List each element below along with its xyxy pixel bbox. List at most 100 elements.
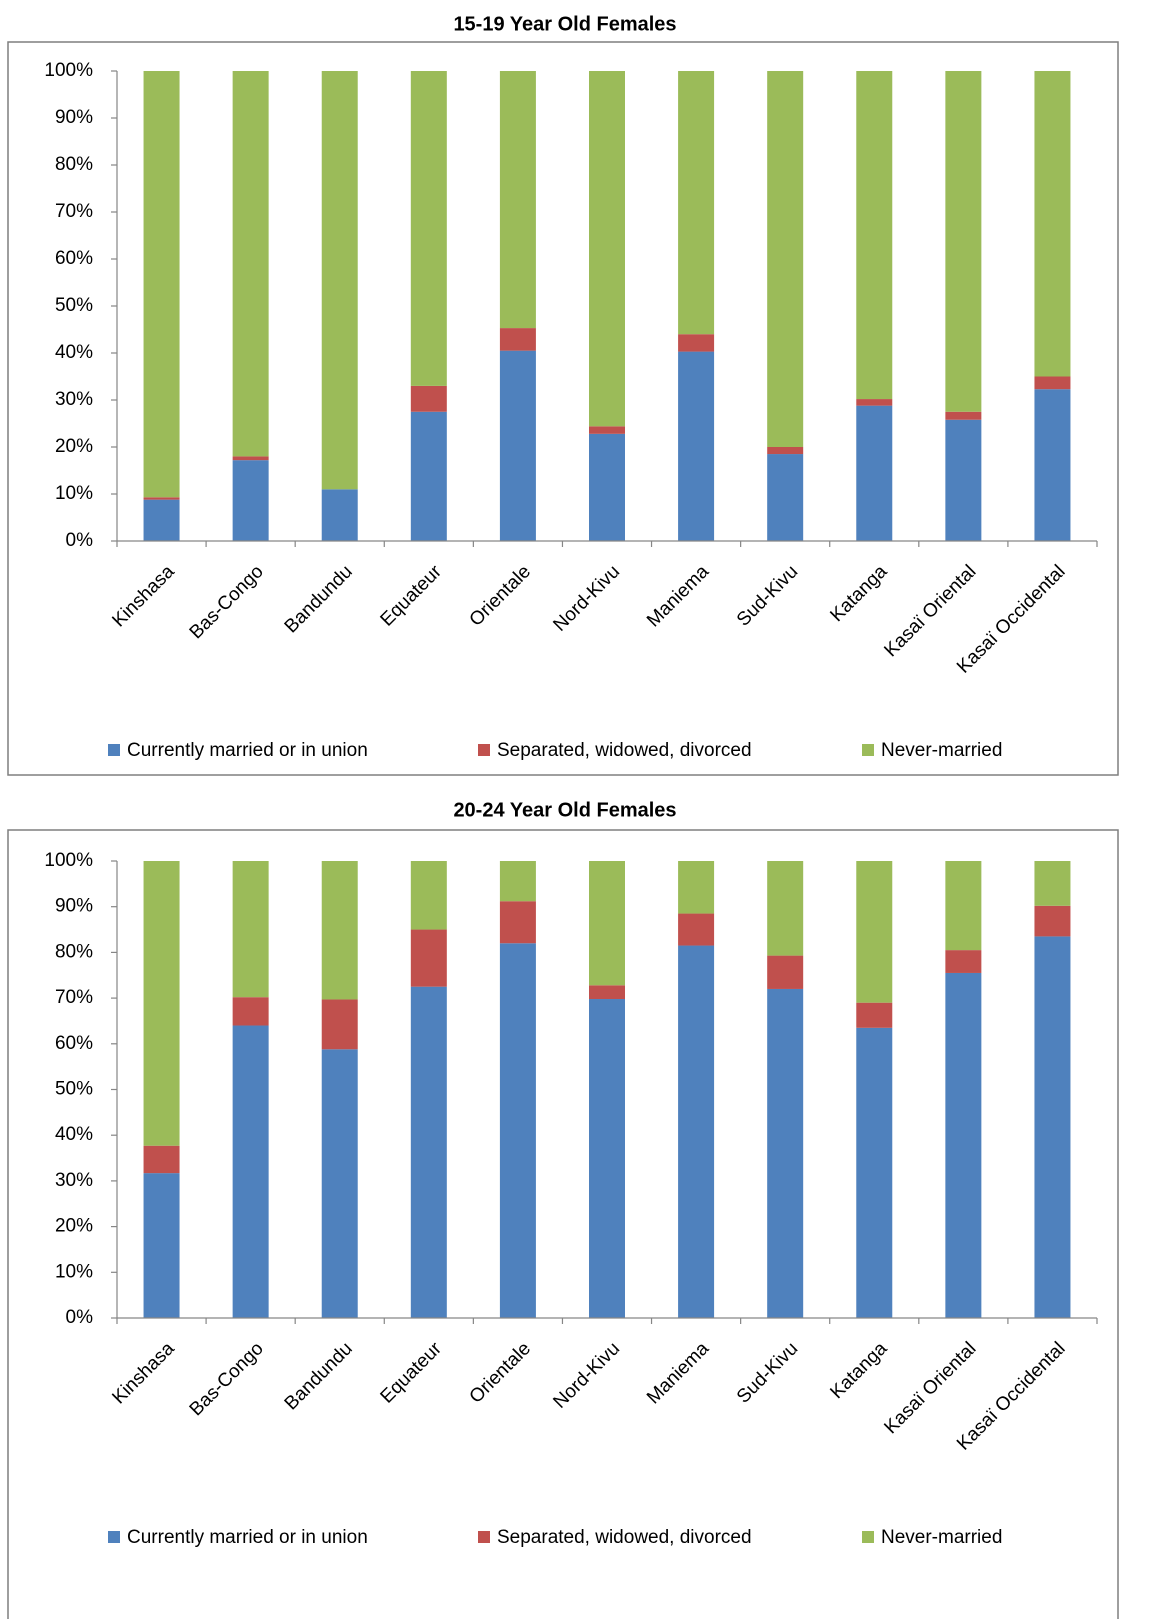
x-tick-label: Kinshasa	[109, 1338, 179, 1408]
bar-segment	[767, 861, 804, 956]
bar-segment	[767, 447, 804, 455]
y-tick-label: 100%	[44, 850, 93, 871]
bar-segment	[1034, 389, 1071, 541]
bar-segment	[678, 861, 715, 914]
bar-segment	[321, 999, 358, 1050]
bar-segment	[767, 454, 804, 541]
bar-segment	[232, 71, 269, 457]
bar-segment	[589, 426, 625, 434]
bar-segment	[232, 1025, 269, 1318]
bar-segment	[232, 861, 269, 998]
x-tick-label: Equateur	[377, 561, 447, 631]
x-tick-label: Kasaï Oriental	[880, 561, 980, 661]
chart-title: 20-24 Year Old Females	[453, 799, 676, 821]
bar-segment	[232, 997, 269, 1026]
legend-swatch	[862, 744, 874, 756]
legend-label: Currently married or in union	[127, 1527, 368, 1548]
bar-segment	[856, 1002, 893, 1028]
y-tick-label: 70%	[55, 987, 93, 1008]
y-tick-label: 0%	[66, 1307, 94, 1328]
bar-segment	[678, 945, 715, 1318]
bar-segment	[589, 999, 625, 1318]
bar-segment	[232, 460, 269, 541]
bar-segment	[410, 929, 447, 987]
bar-segment	[678, 334, 715, 352]
bar-segment	[856, 399, 893, 406]
bar-segment	[589, 985, 625, 1000]
x-tick-label: Orientale	[466, 561, 535, 630]
bar-segment	[589, 71, 625, 427]
bar-segment	[499, 328, 536, 351]
bar-segment	[678, 913, 715, 946]
y-tick-label: 40%	[55, 1124, 93, 1145]
legend-label: Never-married	[881, 740, 1002, 761]
y-tick-label: 60%	[55, 248, 93, 269]
bar-segment	[321, 1049, 358, 1318]
legend-label: Currently married or in union	[127, 740, 368, 761]
y-tick-label: 30%	[55, 1170, 93, 1191]
bar-segment	[143, 497, 180, 500]
y-tick-label: 10%	[55, 1261, 93, 1282]
legend-label: Separated, widowed, divorced	[497, 740, 752, 761]
bar-segment	[143, 71, 180, 498]
y-tick-label: 50%	[55, 295, 93, 316]
bar-segment	[499, 861, 536, 902]
x-tick-label: Kasaï Oriental	[880, 1338, 980, 1438]
x-tick-label: Bandundu	[281, 1338, 357, 1414]
legend-swatch	[478, 744, 490, 756]
bar-segment	[321, 489, 358, 541]
bar-segment	[410, 385, 447, 412]
bar-segment	[856, 861, 893, 1003]
bar-segment	[232, 456, 269, 461]
x-tick-label: Maniema	[643, 561, 713, 631]
bar-segment	[945, 71, 982, 412]
bar-segment	[410, 411, 447, 541]
x-tick-label: Sud-Kivu	[733, 1338, 802, 1407]
chart-frame	[7, 829, 1119, 1619]
chart-title: 15-19 Year Old Females	[453, 13, 676, 35]
bar-segment	[321, 861, 358, 1000]
bar-segment	[1034, 936, 1071, 1318]
bar-segment	[1034, 376, 1071, 390]
x-tick-label: Equateur	[377, 1338, 447, 1408]
y-tick-label: 80%	[55, 941, 93, 962]
y-tick-label: 90%	[55, 896, 93, 917]
bar-segment	[499, 901, 536, 944]
legend-swatch	[478, 1531, 490, 1543]
bar-segment	[499, 943, 536, 1318]
bar-segment	[767, 71, 804, 447]
bar-segment	[1034, 905, 1071, 937]
x-tick-label: Katanga	[826, 561, 891, 626]
y-tick-label: 20%	[55, 1216, 93, 1237]
y-tick-label: 70%	[55, 201, 93, 222]
bar-segment	[945, 950, 982, 973]
bar-segment	[410, 71, 447, 386]
bar-segment	[945, 972, 982, 1318]
legend-label: Never-married	[881, 1527, 1002, 1548]
x-tick-label: Nord-Kivu	[549, 1338, 624, 1413]
x-tick-label: Bas-Congo	[186, 561, 268, 643]
x-tick-label: Maniema	[643, 1338, 713, 1408]
legend-swatch	[108, 744, 120, 756]
legend-swatch	[862, 1531, 874, 1543]
y-tick-label: 30%	[55, 389, 93, 410]
bar-segment	[321, 71, 358, 490]
bar-segment	[767, 955, 804, 989]
y-tick-label: 50%	[55, 1079, 93, 1100]
bar-segment	[589, 861, 625, 986]
y-tick-label: 0%	[66, 530, 94, 551]
y-tick-label: 100%	[44, 60, 93, 81]
bar-segment	[856, 71, 893, 400]
y-tick-label: 60%	[55, 1033, 93, 1054]
bar-segment	[143, 499, 180, 541]
bar-segment	[143, 1145, 180, 1174]
bar-segment	[767, 988, 804, 1318]
x-tick-label: Kinshasa	[109, 561, 179, 631]
legend-swatch	[108, 1531, 120, 1543]
bar-segment	[143, 861, 180, 1146]
bar-segment	[1034, 71, 1071, 377]
x-tick-label: Nord-Kivu	[549, 561, 624, 636]
bar-segment	[945, 411, 982, 420]
y-tick-label: 10%	[55, 483, 93, 504]
